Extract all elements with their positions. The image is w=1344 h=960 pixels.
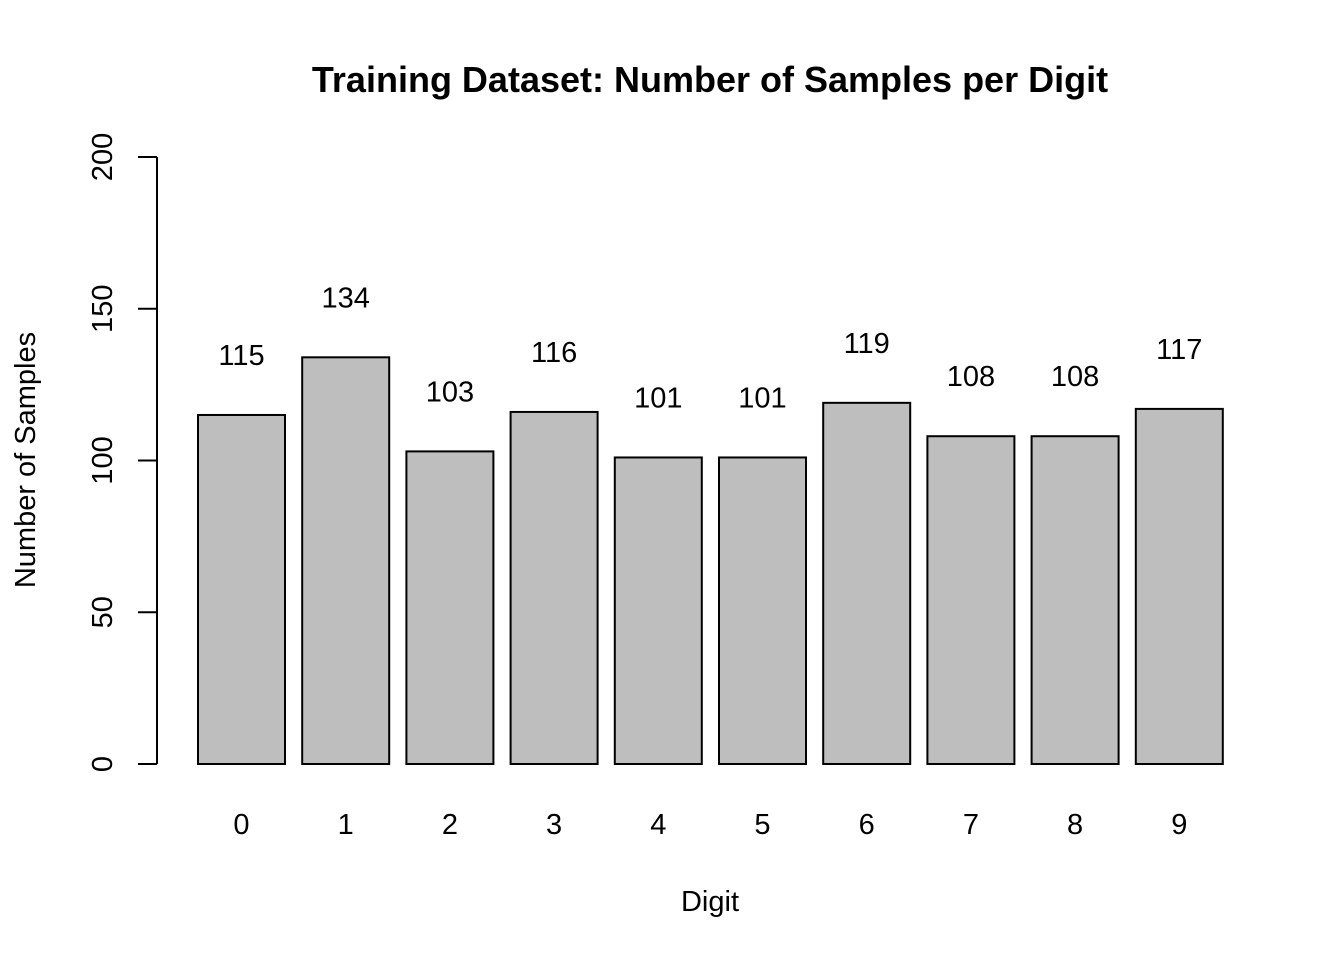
y-axis: 0 50 100 150 200 [87,133,158,772]
x-tick-label: 5 [754,809,770,841]
chart-title: Training Dataset: Number of Samples per … [312,59,1108,100]
y-axis-label: Number of Samples [10,332,42,588]
data-labels-group: 115 134 103 116 101 101 119 108 108 117 [218,282,1202,414]
bar [926,435,1016,765]
bar-value-label: 108 [947,361,995,393]
bar [301,356,391,765]
x-tick-label: 7 [963,809,979,841]
x-tick-label: 0 [233,809,249,841]
y-tick-label: 0 [87,756,119,772]
y-tick-label: 100 [87,436,119,484]
x-tick-label: 1 [338,809,354,841]
bar-value-label: 116 [531,337,577,369]
x-tick-labels-group: 0 1 2 3 4 5 6 7 8 9 [233,809,1187,841]
bar-value-label: 101 [738,382,786,414]
bar-value-label: 117 [1156,334,1202,366]
bar-value-label: 134 [322,282,370,314]
bar-value-label: 103 [426,376,474,408]
x-tick-label: 3 [546,809,562,841]
bar [509,410,599,765]
y-tick-label: 200 [87,133,119,181]
y-tick-label: 50 [87,596,119,628]
x-tick-label: 2 [442,809,458,841]
bar-value-label: 115 [218,340,264,372]
bar-value-label: 108 [1051,361,1099,393]
x-axis-label: Digit [681,886,739,918]
bar [822,401,912,765]
bar-value-label: 101 [634,382,682,414]
x-tick-label: 6 [859,809,875,841]
bar-value-label: 119 [844,328,890,360]
bars-group [197,356,1224,765]
y-tick-label: 150 [87,285,119,333]
bar [197,413,286,765]
bar [613,456,703,765]
x-tick-label: 9 [1171,809,1187,841]
bar [718,456,807,765]
x-tick-label: 8 [1067,809,1083,841]
bar [405,450,495,765]
bar [1134,407,1224,765]
bar [1030,435,1120,765]
x-tick-label: 4 [650,809,666,841]
